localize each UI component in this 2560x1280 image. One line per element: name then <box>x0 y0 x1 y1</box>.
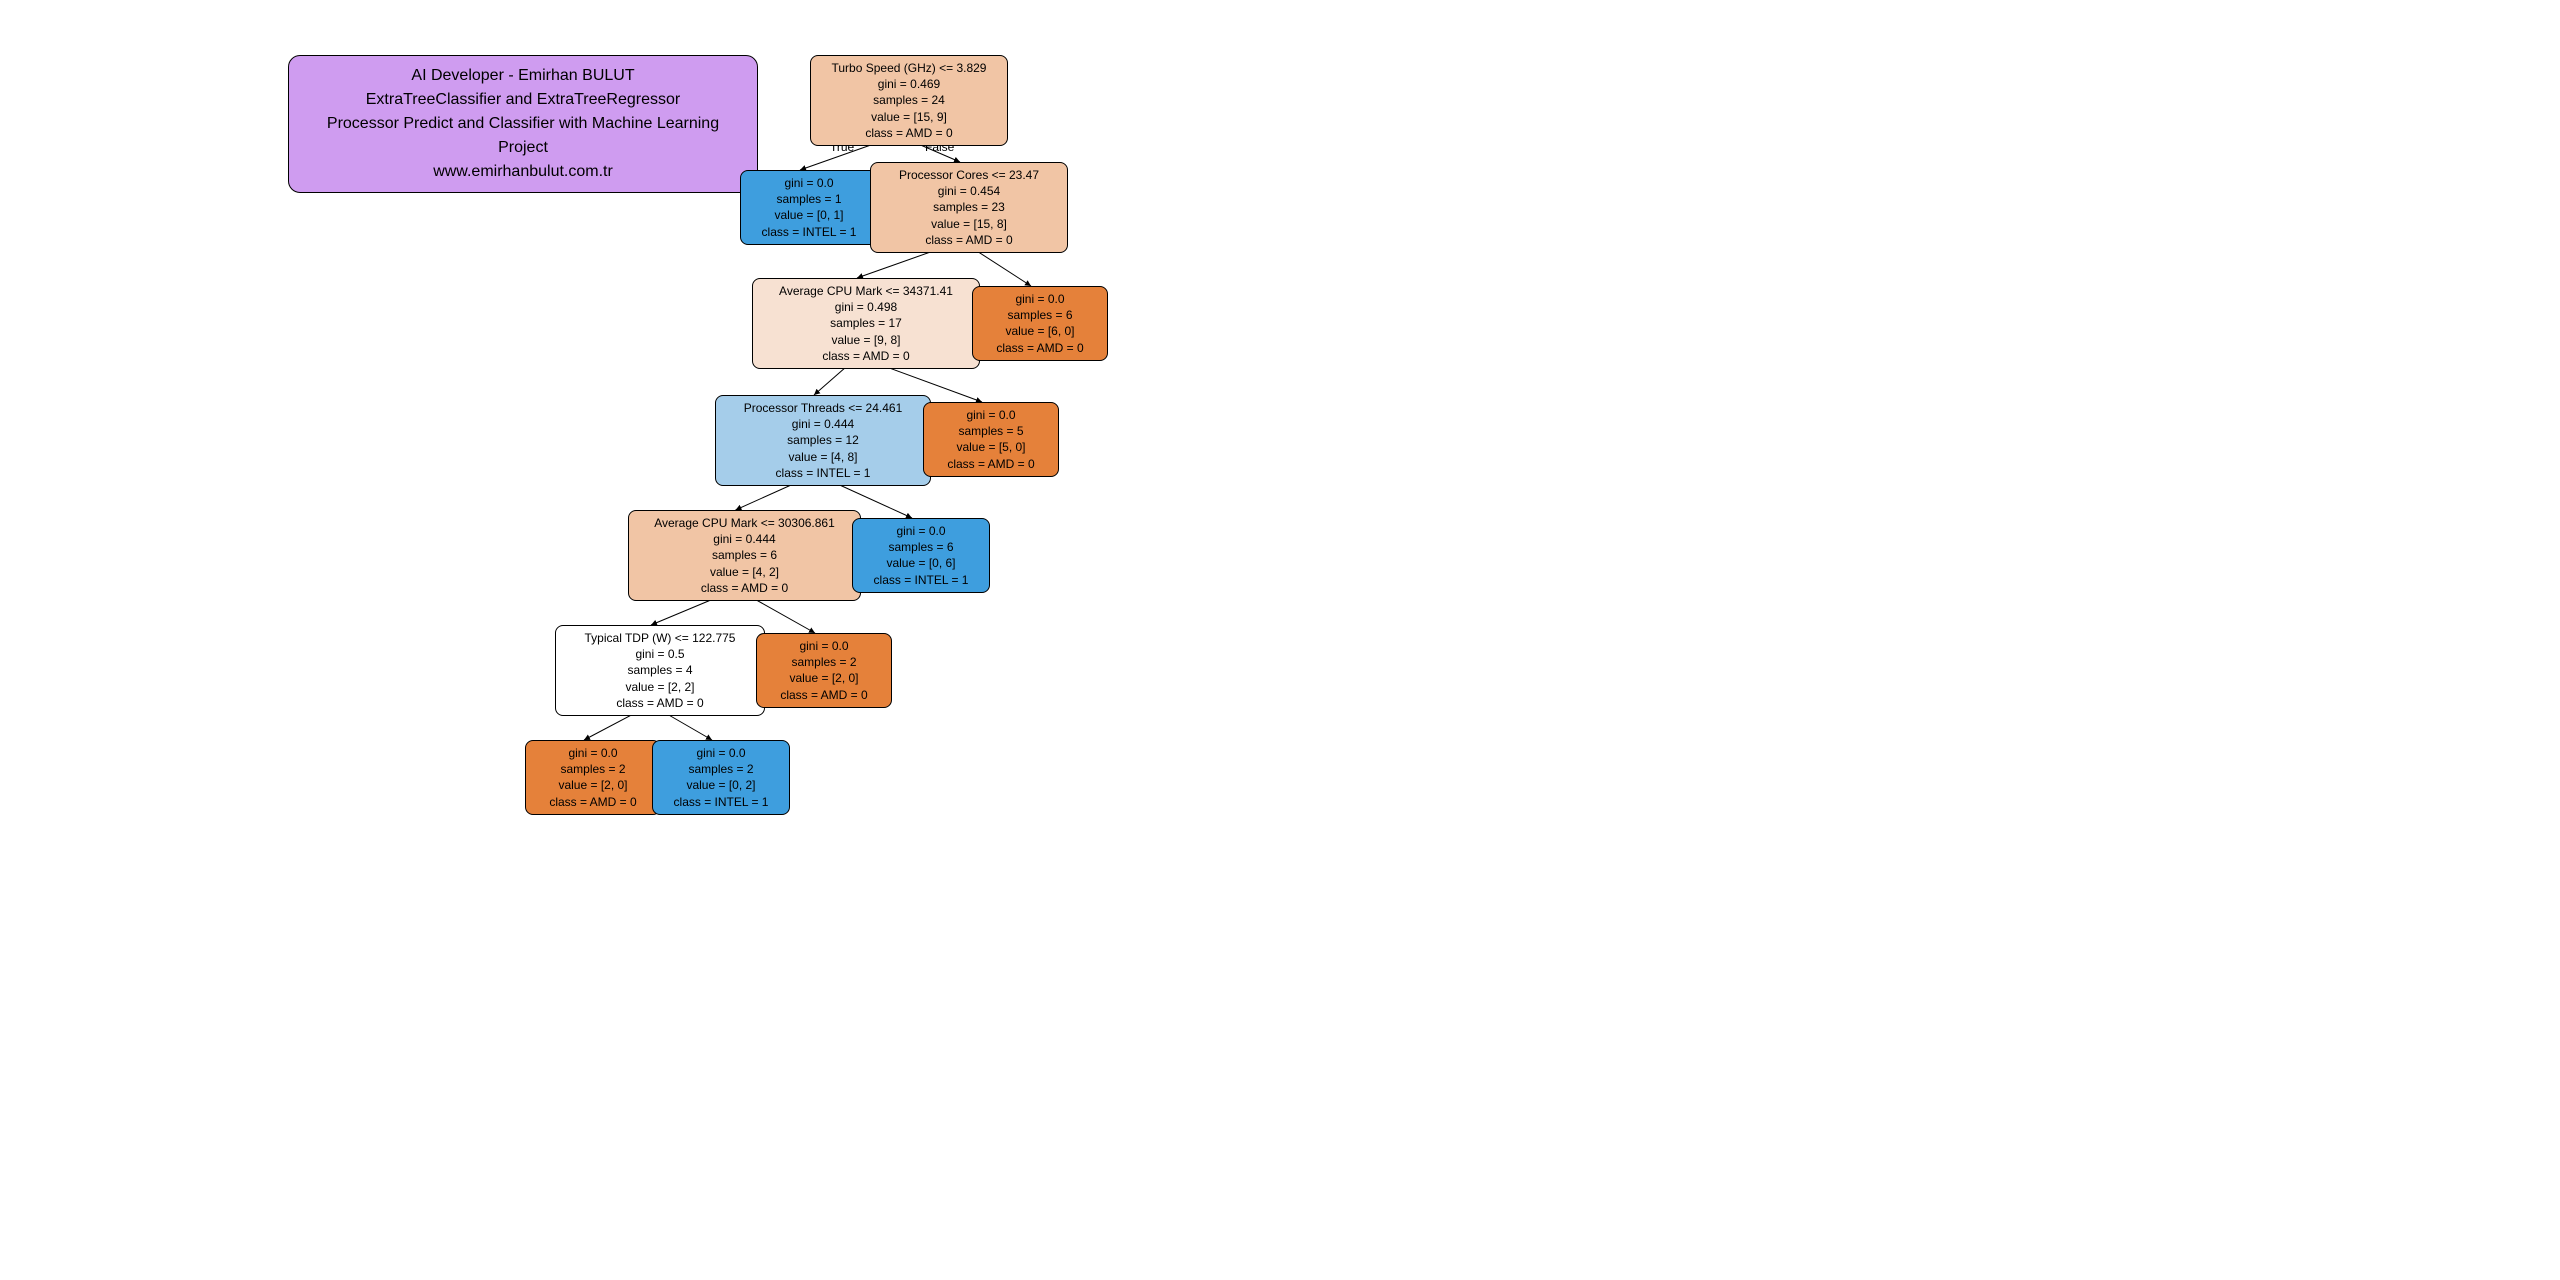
tree-node-leaf-amd-2b: gini = 0.0 samples = 2 value = [2, 0] cl… <box>525 740 661 815</box>
tree-node-processor-threads: Processor Threads <= 24.461 gini = 0.444… <box>715 395 931 486</box>
tree-node-typical-tdp: Typical TDP (W) <= 122.775 gini = 0.5 sa… <box>555 625 765 716</box>
tree-node-avg-cpu-mark-34371: Average CPU Mark <= 34371.41 gini = 0.49… <box>752 278 980 369</box>
title-line-3: www.emirhanbulut.com.tr <box>433 163 613 180</box>
title-line-2: Processor Predict and Classifier with Ma… <box>327 115 719 156</box>
title-line-1: ExtraTreeClassifier and ExtraTreeRegress… <box>366 91 680 108</box>
tree-node-leaf-amd-6: gini = 0.0 samples = 6 value = [6, 0] cl… <box>972 286 1108 361</box>
title-line-0: AI Developer - Emirhan BULUT <box>411 67 634 84</box>
project-title-box: AI Developer - Emirhan BULUT ExtraTreeCl… <box>288 55 758 193</box>
tree-node-leaf-intel-6: gini = 0.0 samples = 6 value = [0, 6] cl… <box>852 518 990 593</box>
tree-node-leaf-amd-5: gini = 0.0 samples = 5 value = [5, 0] cl… <box>923 402 1059 477</box>
tree-node-avg-cpu-mark-30306: Average CPU Mark <= 30306.861 gini = 0.4… <box>628 510 861 601</box>
tree-node-root: Turbo Speed (GHz) <= 3.829 gini = 0.469 … <box>810 55 1008 146</box>
tree-node-leaf-intel-1: gini = 0.0 samples = 1 value = [0, 1] cl… <box>740 170 878 245</box>
tree-node-processor-cores: Processor Cores <= 23.47 gini = 0.454 sa… <box>870 162 1068 253</box>
tree-node-leaf-intel-2: gini = 0.0 samples = 2 value = [0, 2] cl… <box>652 740 790 815</box>
tree-node-leaf-amd-2a: gini = 0.0 samples = 2 value = [2, 0] cl… <box>756 633 892 708</box>
